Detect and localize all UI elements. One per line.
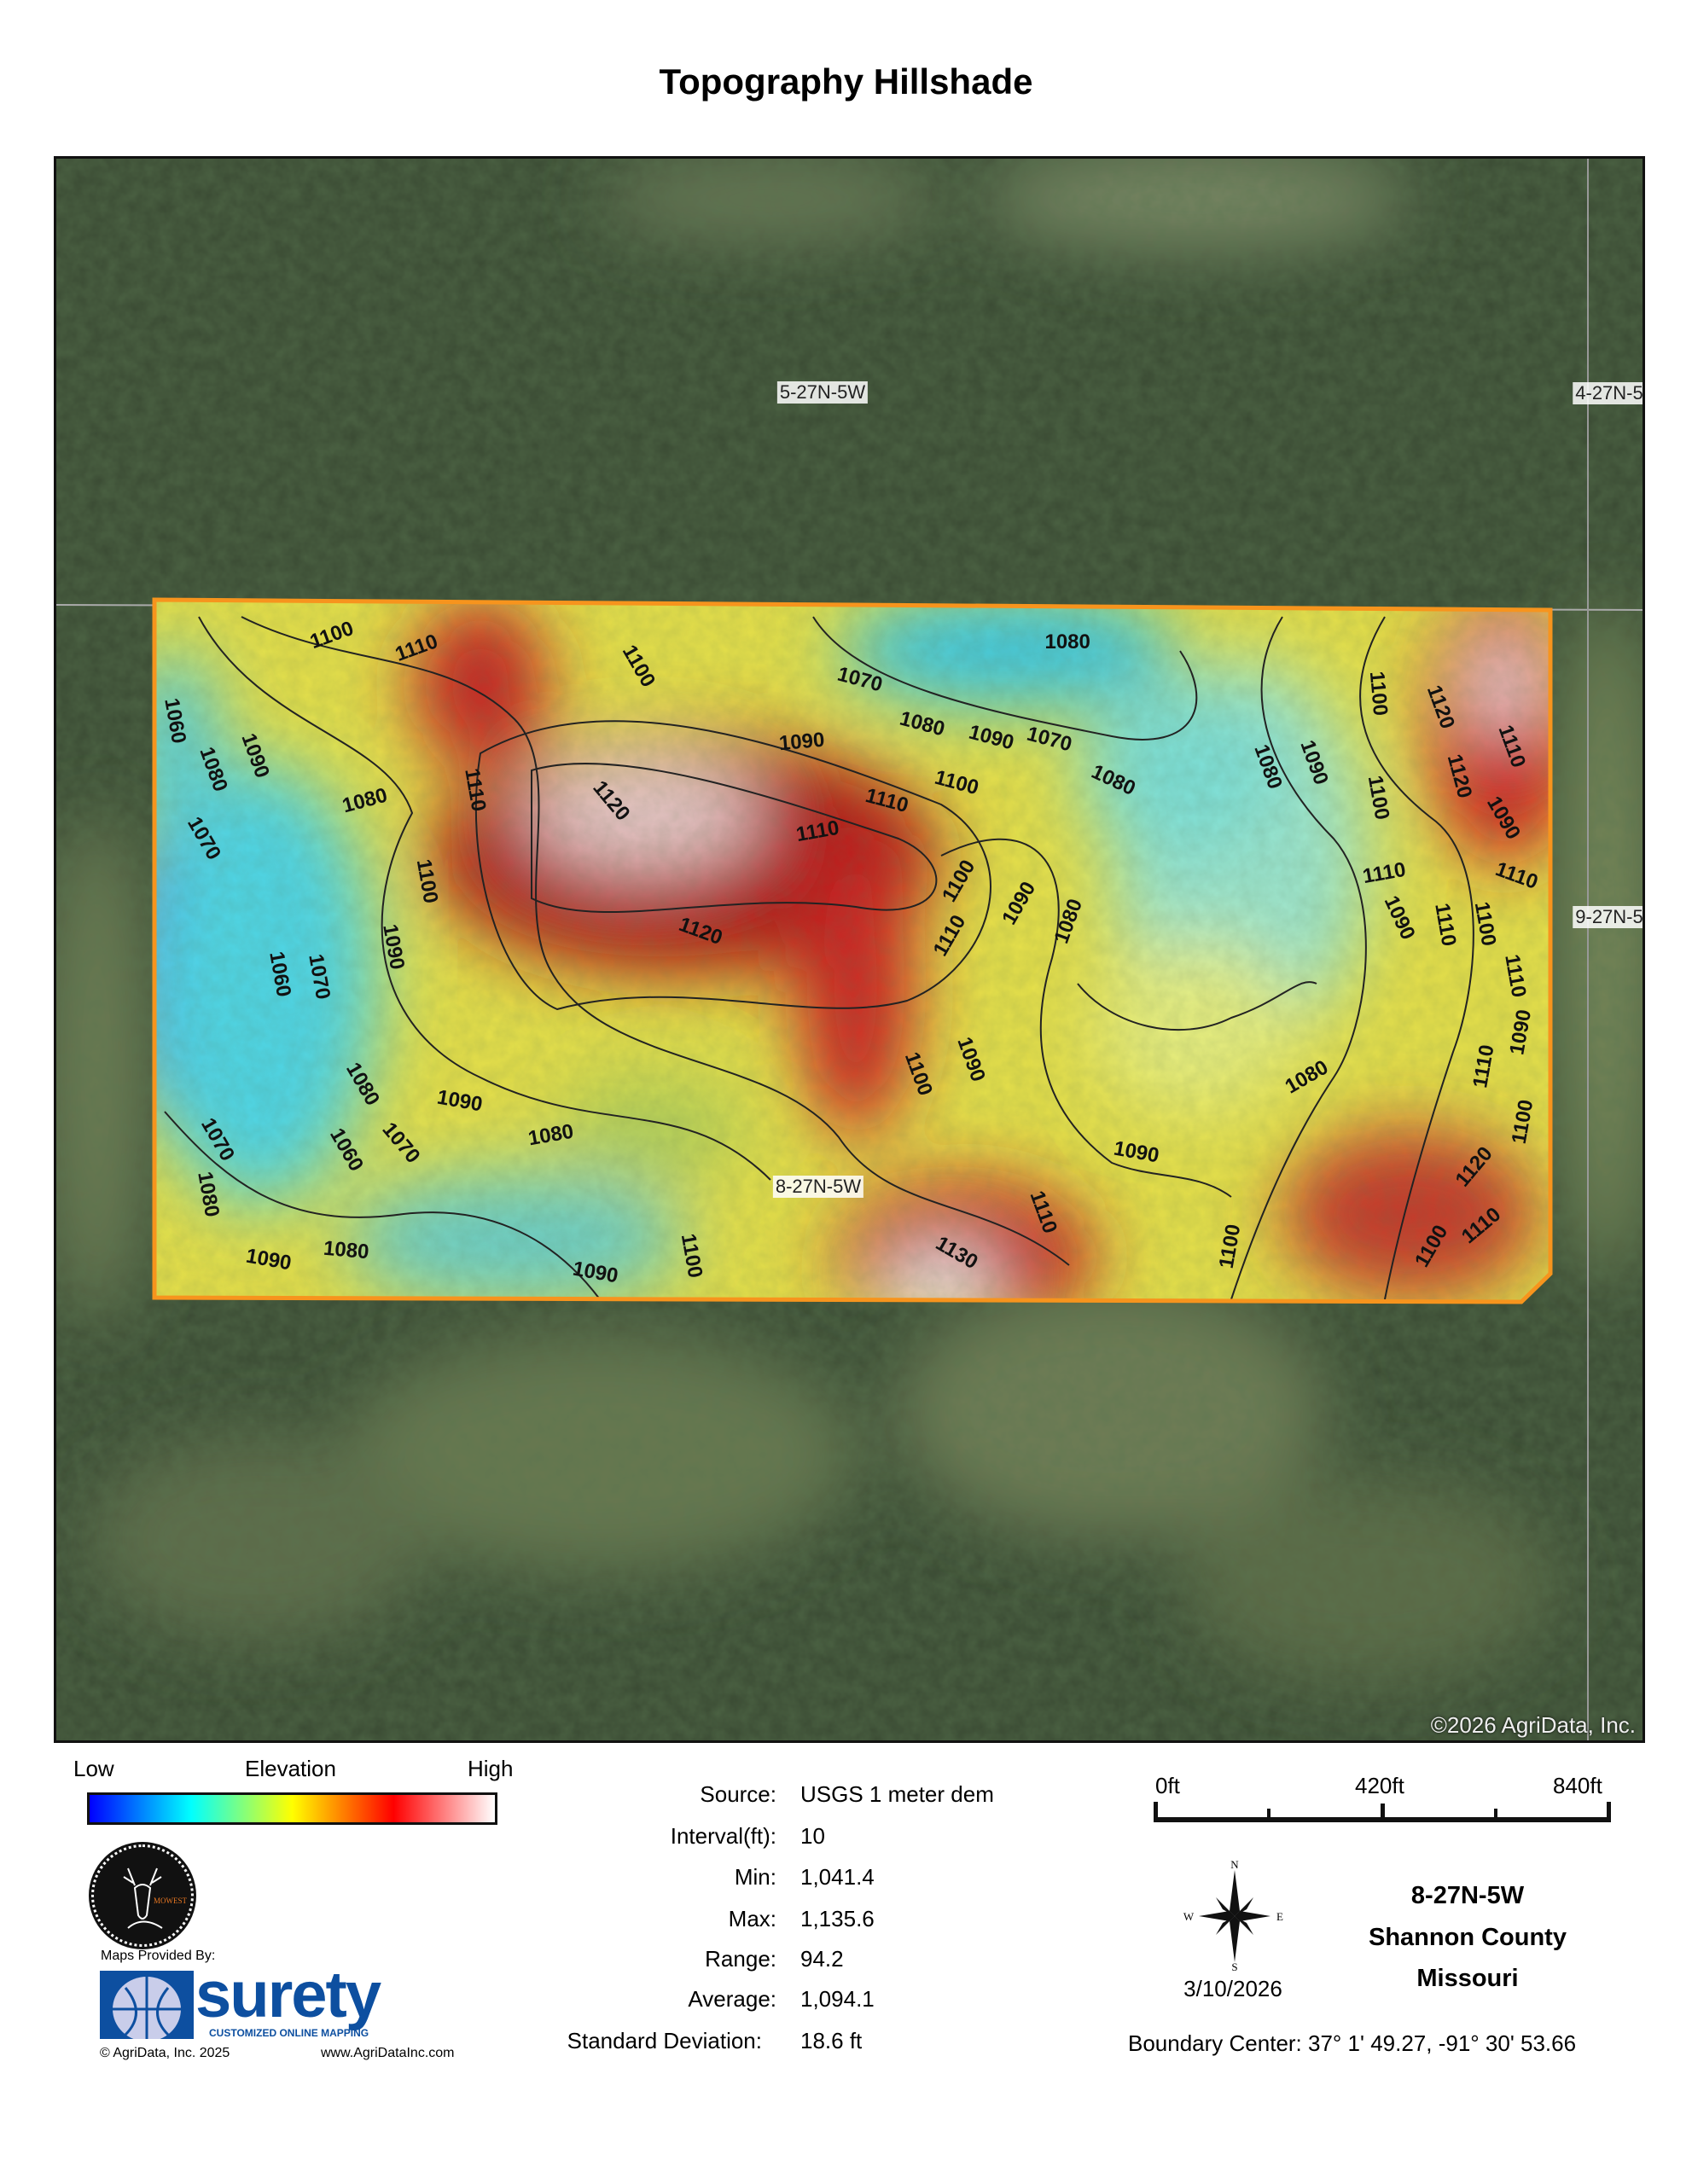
scale-bar — [1154, 1802, 1611, 1822]
aerial-imagery — [56, 159, 1643, 1740]
map-view[interactable]: 5-27N-5W 4-27N-5 9-27N-5 8-27N-5W 1060 1080 1… — [54, 156, 1645, 1743]
stat-label: Standard Deviation: — [567, 2028, 762, 2053]
legend-title: Elevation — [245, 1756, 336, 1781]
stat-label: Range: — [705, 1946, 776, 1972]
compass-s: S — [1231, 1960, 1237, 1971]
surety-wordmark: surety — [195, 1959, 381, 2031]
north-arrow-compass: N S W E — [1183, 1860, 1283, 1971]
stat-label: Min: — [734, 1864, 776, 1890]
globe-icon — [100, 1971, 194, 2039]
boundary-center: Boundary Center: 37° 1' 49.27, -91° 30' … — [1128, 2030, 1577, 2056]
stat-value: USGS 1 meter dem — [800, 1781, 994, 1807]
stat-value: 10 — [800, 1823, 825, 1849]
stat-label: Source: — [700, 1781, 776, 1807]
page-title: Topography Hillshade — [659, 61, 1033, 102]
section-label: 4-27N-5 — [1573, 382, 1643, 404]
map-copyright: ©2026 AgriData, Inc. — [1430, 1712, 1636, 1738]
stat-value: 1,135.6 — [800, 1906, 875, 1931]
compass-e: E — [1276, 1910, 1283, 1923]
compass-n: N — [1230, 1860, 1239, 1871]
stat-value: 18.6 ft — [800, 2028, 863, 2053]
elevation-color-ramp — [87, 1792, 497, 1825]
contour-label: 1080 — [1044, 630, 1090, 654]
stat-value: 1,041.4 — [800, 1864, 875, 1890]
deer-icon: MOWEST — [123, 1867, 187, 1929]
stat-value: 1,094.1 — [800, 1986, 875, 2012]
section-label: 8-27N-5W — [772, 1176, 864, 1198]
stat-label: Interval(ft): — [670, 1823, 776, 1849]
location-section: 8-27N-5W — [1410, 1882, 1525, 1909]
location-county: Shannon County — [1369, 1924, 1567, 1951]
location-state: Missouri — [1416, 1965, 1519, 1992]
contour-label: 1080 — [322, 1236, 370, 1264]
surety-tagline: CUSTOMIZED ONLINE MAPPING — [209, 2027, 369, 2039]
legend-high-label: High — [468, 1756, 514, 1781]
badge-text: MOWEST — [154, 1896, 187, 1905]
section-label: 9-27N-5 — [1573, 906, 1643, 928]
compass-w: W — [1183, 1910, 1195, 1923]
parcel-boundary[interactable] — [152, 597, 1553, 1304]
map-date: 3/10/2026 — [1183, 1976, 1282, 2001]
agridata-copyright: © AgriData, Inc. 2025 — [100, 2046, 230, 2060]
agridata-website[interactable]: www.AgriDataInc.com — [321, 2046, 455, 2060]
surety-logo: surety CUSTOMIZED ONLINE MAPPING — [100, 1959, 467, 2041]
maps-provided-by: Maps Provided By: — [101, 1949, 216, 1963]
section-label: 5-27N-5W — [776, 381, 869, 404]
contour-lines — [164, 616, 1474, 1300]
deer-badge-logo: MOWEST — [91, 1844, 194, 1947]
elevation-hillshade-layer — [154, 600, 1550, 1302]
legend-low-label: Low — [73, 1756, 114, 1781]
stat-value: 94.2 — [800, 1946, 844, 1972]
stat-label: Average: — [688, 1986, 776, 2012]
contour-label: 1100 — [1364, 670, 1393, 717]
stat-label: Max: — [728, 1906, 776, 1931]
scale-label-420: 420ft — [1355, 1773, 1404, 1798]
contour-label: 1090 — [778, 728, 826, 756]
scale-label-0: 0ft — [1155, 1773, 1180, 1798]
scale-label-840: 840ft — [1553, 1773, 1602, 1798]
